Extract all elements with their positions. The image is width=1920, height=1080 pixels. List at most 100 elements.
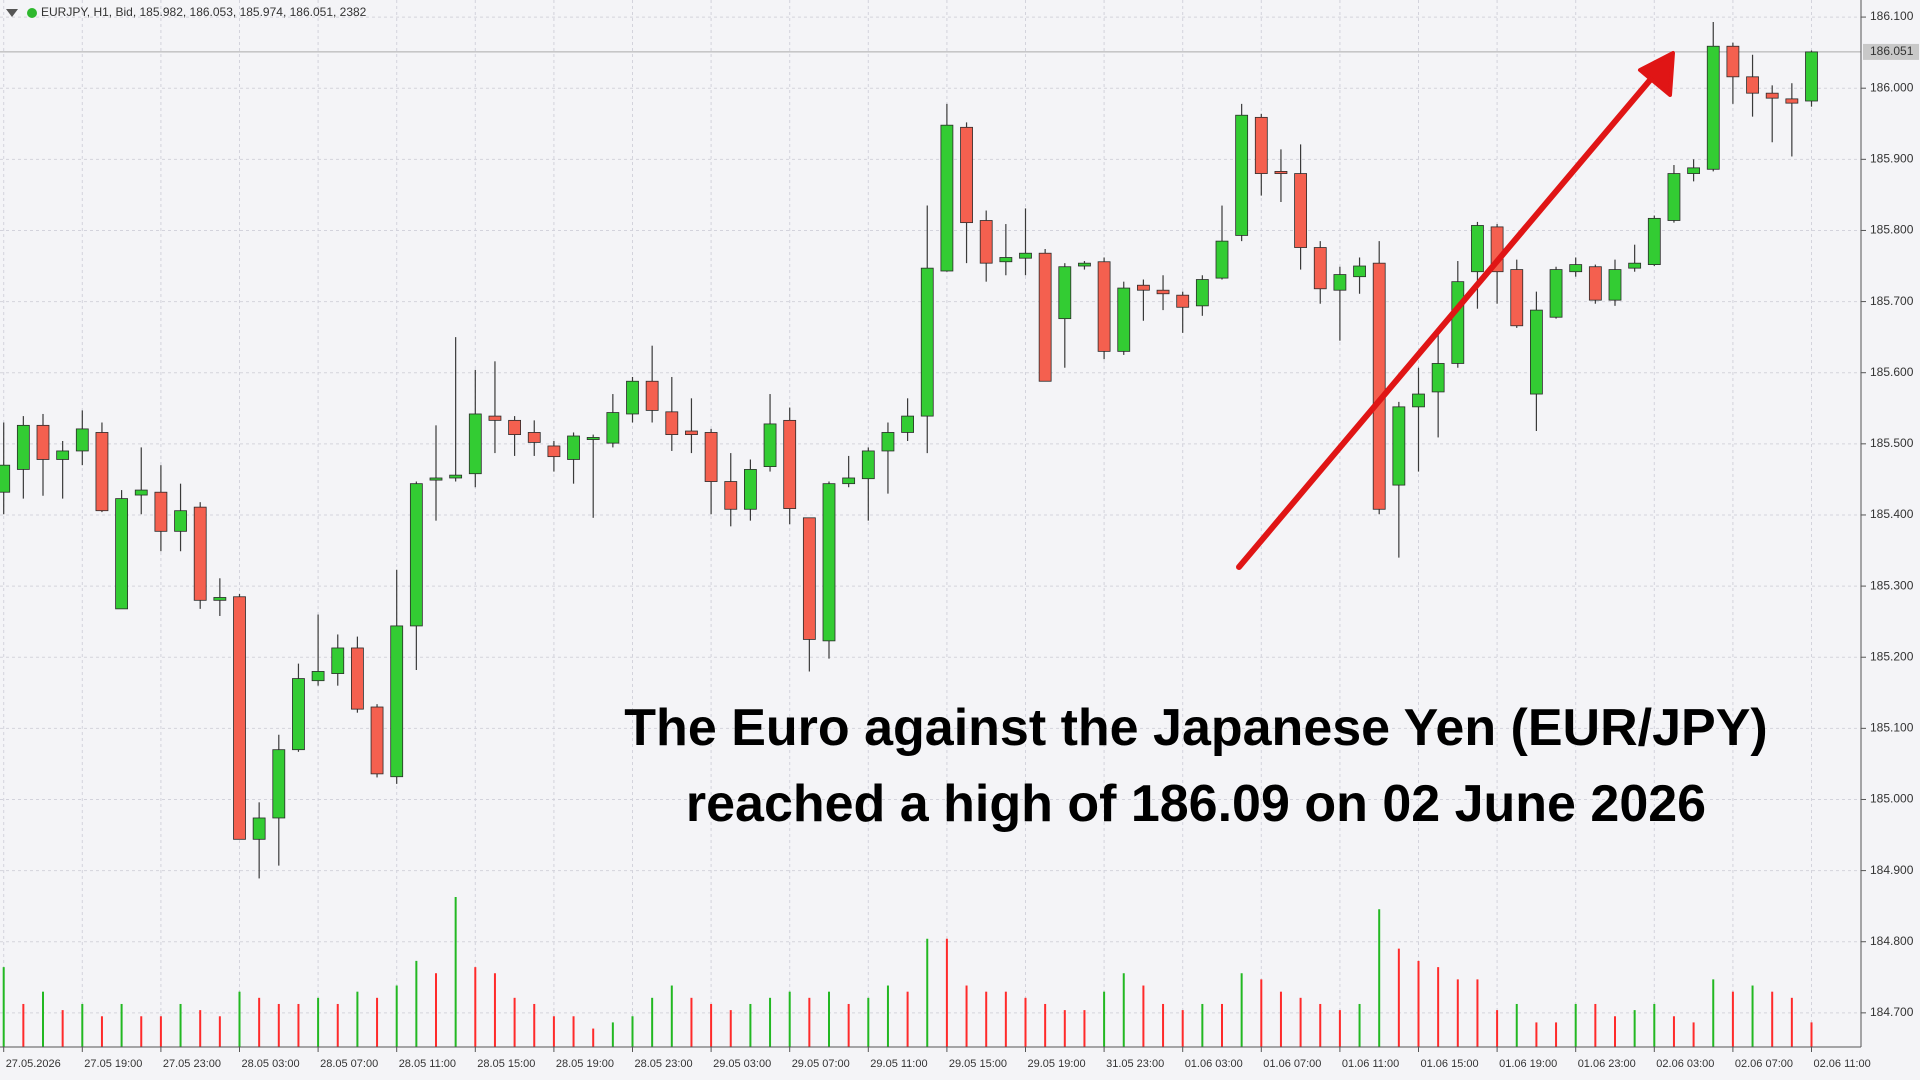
- menu-triangle[interactable]: [6, 9, 18, 17]
- x-tick-label: 28.05 07:00: [320, 1058, 378, 1070]
- candle-body: [685, 430, 698, 435]
- candle-body: [1726, 45, 1740, 78]
- candle-body: [95, 432, 109, 512]
- x-tick-label: 27.05 23:00: [163, 1058, 221, 1070]
- candle-body: [1038, 252, 1052, 382]
- x-tick-label: 29.05 19:00: [1028, 1058, 1086, 1070]
- y-tick-label: 185.400: [1870, 507, 1914, 521]
- candle-body: [56, 450, 70, 460]
- y-tick-label: 185.800: [1870, 223, 1914, 237]
- candle-body: [1628, 262, 1642, 269]
- x-tick-label: 01.06 15:00: [1421, 1058, 1479, 1070]
- candle-body: [645, 380, 659, 411]
- candle-body: [1588, 266, 1602, 301]
- candle-body: [1294, 173, 1307, 248]
- x-tick-label: 01.06 23:00: [1578, 1058, 1636, 1070]
- candle-body: [1765, 92, 1779, 99]
- candle-body: [1195, 279, 1209, 307]
- candle-body: [311, 671, 325, 682]
- candle-body: [272, 749, 286, 819]
- candle-body: [802, 517, 816, 640]
- candle-body: [1530, 309, 1543, 395]
- candle-body: [861, 450, 875, 480]
- candle-body: [920, 267, 934, 417]
- candle-body: [134, 489, 148, 496]
- candle-body: [409, 483, 423, 627]
- status-dot: [27, 8, 37, 18]
- candle-body: [390, 625, 404, 778]
- candle-body: [1451, 281, 1465, 364]
- candle-body: [1392, 406, 1406, 486]
- candle-body: [468, 413, 482, 475]
- y-tick-label: 185.500: [1870, 436, 1914, 450]
- plot-background: [0, 0, 1861, 1047]
- candle-body: [0, 464, 11, 493]
- candle-body: [1608, 269, 1622, 301]
- candle-body: [1176, 294, 1190, 308]
- arrow-shaft: [1236, 70, 1659, 570]
- candle-body: [1313, 247, 1327, 290]
- candle-body: [75, 428, 89, 452]
- candle-body: [1137, 284, 1150, 291]
- x-tick-label: 29.05 07:00: [792, 1058, 850, 1070]
- candle-body: [1117, 287, 1131, 352]
- x-tick-label: 27.05.2026: [6, 1058, 61, 1070]
- candle-body: [508, 419, 522, 435]
- x-tick-label: 28.05 15:00: [477, 1058, 535, 1070]
- candle-body: [1706, 45, 1720, 170]
- candle-body: [763, 423, 777, 467]
- candle-body: [115, 498, 128, 610]
- candle-body: [1471, 225, 1484, 273]
- candle-body: [586, 437, 600, 440]
- candle-body: [1019, 252, 1032, 259]
- chart-header: EURJPY, H1, Bid, 185.982, 186.053, 185.9…: [41, 5, 367, 19]
- y-tick-label: 185.100: [1870, 721, 1914, 735]
- candle-body: [449, 474, 463, 479]
- x-tick-label: 02.06 11:00: [1814, 1058, 1871, 1070]
- candle-body: [331, 647, 345, 674]
- x-tick-label: 01.06 11:00: [1342, 1058, 1399, 1070]
- candle-body: [665, 411, 679, 435]
- candle-body: [881, 432, 895, 452]
- candle-body: [1274, 171, 1288, 174]
- x-tick-label: 28.05 11:00: [399, 1058, 456, 1070]
- candle-body: [1805, 51, 1818, 102]
- y-tick-label: 186.000: [1870, 80, 1914, 94]
- x-tick-label: 02.06 03:00: [1656, 1058, 1714, 1070]
- last-price-box: [1863, 43, 1919, 60]
- annotation: The Euro against the Japanese Yen (EUR/J…: [624, 699, 1768, 833]
- x-tick-label: 31.05 23:00: [1106, 1058, 1164, 1070]
- candle-body: [1569, 264, 1583, 273]
- y-tick-label: 184.800: [1870, 934, 1914, 948]
- candle-body: [213, 597, 227, 601]
- candle-body: [252, 817, 266, 840]
- candle-body: [960, 126, 973, 224]
- y-tick-label: 186.100: [1870, 9, 1914, 23]
- plot: [0, 0, 1861, 1047]
- candle-body: [16, 424, 30, 470]
- candle-body: [292, 678, 305, 751]
- candle-body: [822, 483, 836, 642]
- candle-body: [36, 424, 50, 460]
- x-tick-label: 29.05 03:00: [713, 1058, 771, 1070]
- candle-body: [1078, 262, 1091, 267]
- x-tick-label: 29.05 15:00: [949, 1058, 1007, 1070]
- candle-body: [1235, 114, 1249, 236]
- y-tick-label: 184.700: [1870, 1005, 1914, 1019]
- candle-body: [193, 506, 207, 601]
- candle-body: [1353, 265, 1366, 278]
- candle-body: [1156, 289, 1170, 295]
- candle-body: [1412, 393, 1425, 408]
- y-tick-label: 185.300: [1870, 578, 1914, 592]
- candle-body: [1746, 76, 1759, 94]
- candle-body: [1058, 266, 1072, 320]
- candle-body: [233, 596, 246, 840]
- y-tick-label: 184.900: [1870, 863, 1914, 877]
- candle-body: [901, 415, 914, 433]
- arrow-head: [1638, 51, 1675, 97]
- candle-body: [979, 220, 993, 264]
- candle-body: [704, 432, 718, 482]
- candle-body: [606, 412, 620, 444]
